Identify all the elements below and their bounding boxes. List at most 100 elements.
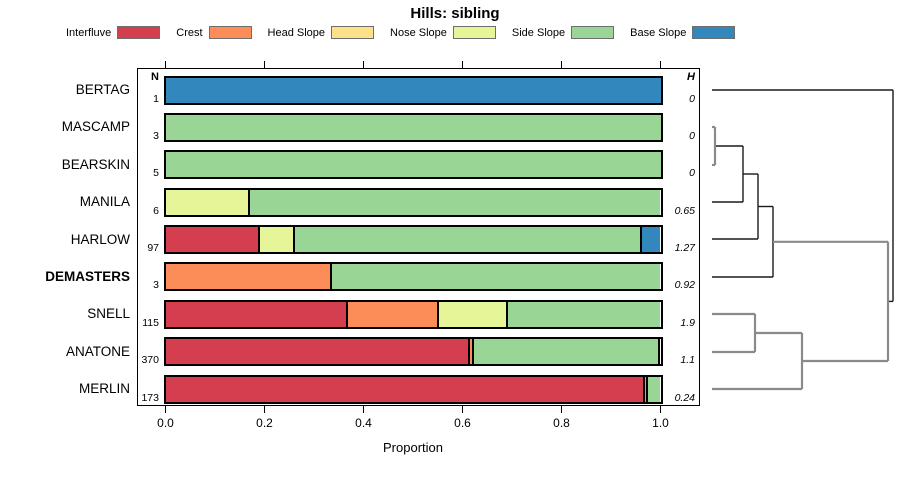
stacked-bar-snell bbox=[163, 299, 663, 329]
bar-segment-side-slope bbox=[165, 152, 661, 178]
h-value: 0.65 bbox=[674, 204, 695, 217]
bottom-tick-mark bbox=[659, 406, 662, 413]
h-value: 1.27 bbox=[674, 242, 695, 254]
bar-segment-interfluve bbox=[165, 227, 258, 252]
n-value: 173 bbox=[141, 391, 159, 404]
x-tick-label: 0.4 bbox=[355, 416, 372, 430]
bar-segment-side-slope bbox=[330, 264, 661, 290]
chart-title: Hills: sibling bbox=[410, 5, 500, 22]
stacked-bar-harlow bbox=[163, 225, 663, 254]
row-label-harlow: HARLOW bbox=[70, 231, 130, 247]
stacked-bar-bearskin bbox=[163, 150, 663, 180]
stacked-bar-manila bbox=[163, 187, 663, 217]
bar-segment-base-slope bbox=[165, 77, 661, 103]
h-value: 0 bbox=[689, 129, 695, 142]
top-tick-mark bbox=[659, 61, 662, 68]
legend-swatch bbox=[571, 26, 615, 39]
bar-segment-interfluve bbox=[165, 339, 468, 365]
legend-item-crest: Crest bbox=[176, 26, 252, 39]
row-label-snell: SNELL bbox=[87, 306, 130, 322]
top-tick-mark bbox=[164, 61, 167, 68]
bottom-tick-mark bbox=[164, 406, 167, 413]
bar-inner bbox=[165, 114, 661, 140]
legend-item-side-slope: Side Slope bbox=[511, 26, 615, 39]
bar-segment-base-slope bbox=[640, 227, 661, 252]
h-value: 1.1 bbox=[680, 354, 695, 367]
stacked-bar-anatone bbox=[163, 337, 663, 367]
legend-label: Base Slope bbox=[630, 26, 687, 39]
row-label-demasters: DEMASTERS bbox=[45, 268, 130, 284]
legend-swatch bbox=[117, 26, 161, 39]
bar-segment-base-slope bbox=[658, 339, 661, 365]
legend-swatch bbox=[692, 26, 736, 39]
bar-inner bbox=[165, 376, 661, 402]
h-value: 1.9 bbox=[680, 316, 695, 329]
n-value: 1 bbox=[153, 92, 159, 105]
bar-inner bbox=[165, 339, 661, 365]
legend-item-interfluve: Interfluve bbox=[66, 26, 161, 39]
h-value: 0.92 bbox=[674, 279, 695, 292]
row-label-manila: MANILA bbox=[79, 194, 130, 210]
row-label-mascamp: MASCAMP bbox=[61, 119, 130, 135]
bottom-tick-mark bbox=[263, 406, 266, 413]
bar-inner bbox=[165, 301, 661, 327]
bar-segment-side-slope bbox=[505, 301, 661, 327]
bar-inner bbox=[165, 77, 661, 103]
h-value: 0 bbox=[689, 167, 695, 180]
h-value: 0.24 bbox=[674, 391, 695, 404]
legend-swatch bbox=[331, 26, 375, 39]
bar-inner bbox=[165, 189, 661, 215]
legend-label: Head Slope bbox=[267, 26, 326, 39]
bar-inner bbox=[165, 152, 661, 178]
bar-segment-crest bbox=[643, 376, 647, 402]
top-tick-mark bbox=[362, 61, 365, 68]
bar-segment-interfluve bbox=[165, 376, 644, 402]
row-label-anatone: ANATONE bbox=[65, 343, 130, 359]
n-value: 3 bbox=[153, 129, 159, 142]
legend-item-nose-slope: Nose Slope bbox=[390, 26, 496, 39]
x-tick-label: 0.2 bbox=[256, 416, 273, 430]
stacked-bar-mascamp bbox=[163, 112, 663, 142]
legend: Interfluve Crest Head Slope Nose Slope Side … bbox=[66, 26, 736, 39]
bar-segment-interfluve bbox=[165, 301, 347, 327]
top-tick-mark bbox=[263, 61, 266, 68]
legend-item-head-slope: Head Slope bbox=[268, 26, 375, 39]
row-label-bearskin: BEARSKIN bbox=[61, 156, 130, 172]
n-value: 115 bbox=[142, 316, 159, 329]
stacked-bar-merlin bbox=[163, 374, 663, 404]
bar-segment-side-slope bbox=[165, 114, 661, 140]
bar-segment-crest bbox=[467, 339, 472, 365]
legend-label: Side Slope bbox=[511, 26, 566, 39]
bottom-tick-mark bbox=[461, 406, 464, 413]
n-value: 97 bbox=[147, 242, 159, 254]
stacked-bar-bertag bbox=[163, 75, 663, 105]
legend-label: Crest bbox=[176, 26, 203, 39]
bar-segment-side-slope bbox=[646, 376, 661, 402]
bar-segment-side-slope bbox=[293, 227, 641, 252]
dendrogram bbox=[712, 89, 894, 391]
n-value: 370 bbox=[141, 354, 159, 367]
bar-segment-crest bbox=[346, 301, 437, 327]
bar-segment-nose-slope bbox=[257, 227, 294, 252]
bar-segment-nose-slope bbox=[436, 301, 506, 327]
n-column-header: N bbox=[151, 71, 159, 83]
n-value: 5 bbox=[153, 167, 159, 180]
bar-segment-side-slope bbox=[471, 339, 658, 365]
top-tick-mark bbox=[461, 61, 464, 68]
x-tick-label: 1.0 bbox=[652, 416, 669, 430]
n-value: 6 bbox=[153, 204, 159, 217]
bar-segment-crest bbox=[165, 264, 331, 290]
bottom-tick-mark bbox=[362, 406, 365, 413]
bottom-tick-mark bbox=[560, 406, 563, 413]
bar-segment-side-slope bbox=[248, 189, 661, 215]
stacked-bar-demasters bbox=[163, 262, 663, 292]
top-tick-mark bbox=[560, 61, 563, 68]
bar-inner bbox=[165, 264, 661, 290]
n-value: 3 bbox=[153, 279, 159, 292]
row-label-merlin: MERLIN bbox=[78, 381, 130, 396]
x-tick-label: 0.0 bbox=[157, 416, 174, 430]
legend-item-base-slope: Base Slope bbox=[630, 26, 736, 39]
h-value: 0 bbox=[689, 92, 695, 105]
row-label-bertag: BERTAG bbox=[75, 82, 130, 97]
